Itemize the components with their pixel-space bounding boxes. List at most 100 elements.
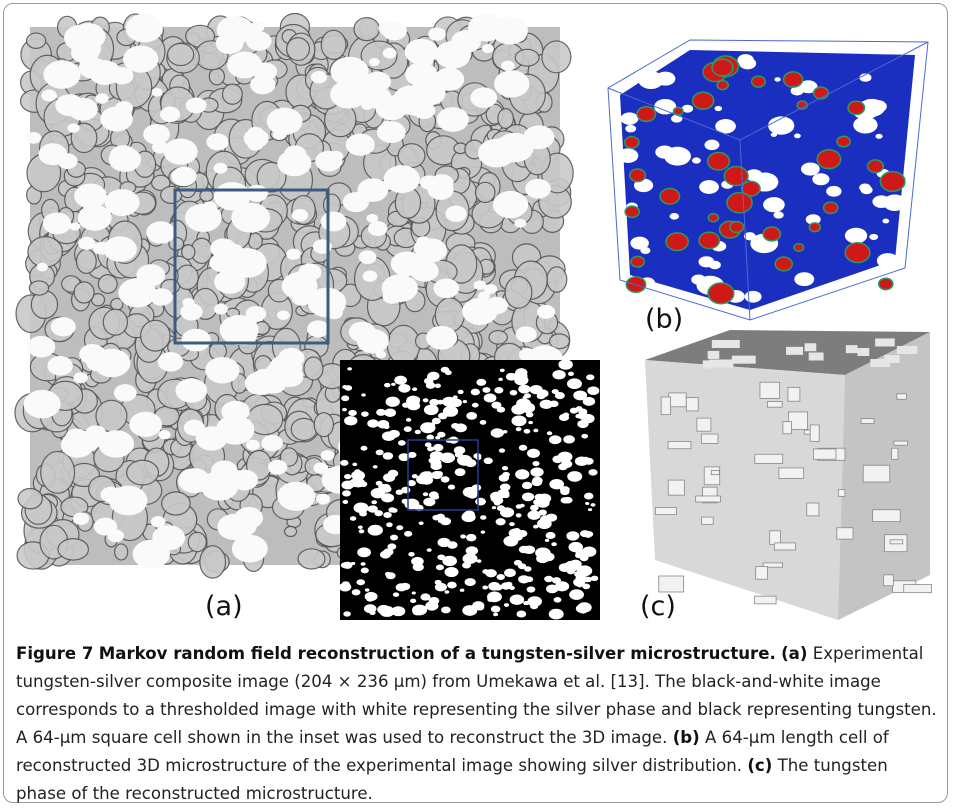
white-blob <box>342 408 347 411</box>
hole <box>774 77 780 81</box>
white-blob <box>515 418 522 423</box>
silver-region <box>152 141 168 154</box>
grain <box>103 309 127 335</box>
white-blob <box>546 532 556 539</box>
white-blob <box>481 531 485 534</box>
hole <box>861 186 873 194</box>
white-blob <box>466 546 479 555</box>
pore <box>755 454 783 463</box>
silver-region <box>146 221 175 244</box>
white-blob <box>588 508 592 511</box>
silver-spot <box>848 101 865 114</box>
white-blob <box>383 452 393 459</box>
white-blob <box>575 576 580 579</box>
white-blob <box>342 490 351 496</box>
white-blob <box>583 397 595 406</box>
white-blob <box>585 502 589 505</box>
white-blob <box>558 452 573 463</box>
white-blob <box>530 385 543 394</box>
silver-region <box>384 165 420 193</box>
white-blob <box>502 466 508 470</box>
silver-region <box>501 61 515 71</box>
silver-region <box>78 237 95 250</box>
hole <box>715 106 723 111</box>
silver-region <box>485 297 508 315</box>
white-blob <box>581 434 588 439</box>
top-block <box>846 345 858 353</box>
white-blob <box>522 482 532 489</box>
white-blob <box>510 595 525 605</box>
white-blob <box>391 383 396 386</box>
silver-region <box>414 240 436 257</box>
silver-region <box>205 357 239 384</box>
white-blob <box>361 393 365 396</box>
white-blob <box>361 562 366 566</box>
white-blob <box>569 560 581 569</box>
pore <box>756 567 768 580</box>
pore <box>702 517 714 524</box>
silver-region <box>375 95 407 120</box>
white-blob <box>504 603 509 607</box>
grain <box>298 549 325 569</box>
silver-region <box>151 516 166 527</box>
silver-region <box>37 263 48 272</box>
silver-region <box>435 41 471 69</box>
pore <box>904 585 932 593</box>
white-blob <box>525 576 533 582</box>
pore <box>659 576 684 592</box>
hole <box>638 71 663 89</box>
silver-region <box>493 137 516 154</box>
white-blob <box>524 429 531 434</box>
white-blob <box>450 398 462 407</box>
grain <box>505 277 532 309</box>
silver-spot <box>814 87 829 99</box>
white-blob <box>465 578 476 586</box>
white-blob <box>444 590 449 593</box>
white-blob <box>463 400 467 403</box>
white-blob <box>498 378 502 381</box>
silver-region <box>298 263 321 281</box>
silver-region <box>93 242 110 255</box>
white-blob <box>494 584 503 590</box>
pore <box>668 441 691 448</box>
white-blob <box>509 522 515 526</box>
white-blob <box>527 596 542 606</box>
white-blob <box>342 581 350 587</box>
silver-spot <box>727 193 752 213</box>
grain <box>387 325 419 364</box>
white-blob <box>496 518 506 525</box>
grain <box>162 492 190 515</box>
silver-region <box>164 138 198 164</box>
hole <box>763 197 785 212</box>
white-blob <box>455 468 466 476</box>
top-block <box>712 340 740 348</box>
white-blob <box>568 372 574 376</box>
white-blob <box>460 589 465 592</box>
silver-region <box>246 440 260 451</box>
silver-region <box>39 143 68 165</box>
silver-region <box>115 101 133 115</box>
silver-region <box>247 127 264 140</box>
white-blob <box>497 574 505 580</box>
silver-region <box>307 320 329 337</box>
hole <box>773 211 783 218</box>
grain <box>223 84 243 104</box>
silver-region <box>369 58 380 66</box>
hole <box>794 272 814 286</box>
part-label: (b) <box>673 728 700 747</box>
white-blob <box>514 375 528 385</box>
white-blob <box>491 606 501 613</box>
white-blob <box>544 576 553 582</box>
white-blob <box>386 397 400 407</box>
white-blob <box>406 418 411 422</box>
silver-region <box>118 278 156 307</box>
white-blob <box>386 522 393 527</box>
silver-region <box>422 57 433 66</box>
silver-region <box>41 90 57 102</box>
white-blob <box>404 426 412 432</box>
pore <box>686 398 698 411</box>
white-blob <box>591 576 599 581</box>
hole <box>621 112 639 124</box>
grain <box>74 282 94 303</box>
silver-spot <box>666 233 688 251</box>
